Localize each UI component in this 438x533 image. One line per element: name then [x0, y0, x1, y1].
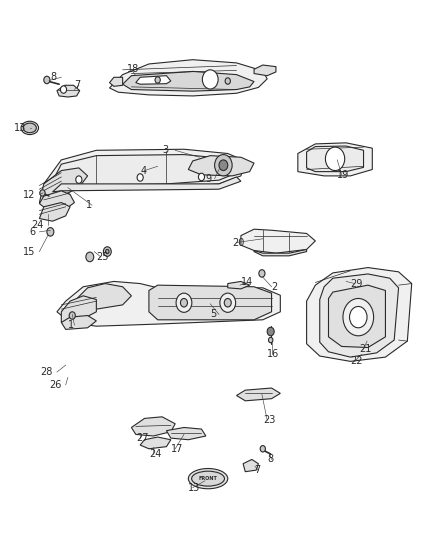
Polygon shape: [123, 71, 254, 91]
Text: 14: 14: [241, 278, 253, 287]
Polygon shape: [57, 281, 280, 326]
Text: 17: 17: [171, 444, 183, 454]
Polygon shape: [307, 268, 412, 361]
Text: 4: 4: [140, 166, 146, 175]
Circle shape: [198, 173, 205, 181]
Circle shape: [202, 70, 218, 89]
Circle shape: [103, 247, 111, 256]
Polygon shape: [320, 274, 399, 357]
Circle shape: [224, 298, 231, 307]
Text: 29: 29: [350, 279, 363, 288]
Text: 15: 15: [23, 247, 35, 256]
Circle shape: [225, 78, 230, 84]
Ellipse shape: [191, 471, 224, 486]
Circle shape: [69, 312, 75, 319]
Polygon shape: [237, 388, 280, 401]
Circle shape: [180, 298, 187, 307]
Ellipse shape: [188, 469, 228, 489]
Polygon shape: [61, 316, 96, 329]
Circle shape: [76, 176, 82, 183]
Polygon shape: [61, 296, 96, 322]
Text: 3: 3: [162, 146, 168, 155]
Text: 18: 18: [127, 64, 139, 74]
Polygon shape: [39, 168, 88, 204]
Text: 21: 21: [359, 344, 371, 354]
Polygon shape: [39, 191, 74, 211]
Text: 5: 5: [210, 310, 216, 319]
Text: 1: 1: [86, 200, 92, 210]
Circle shape: [220, 293, 236, 312]
Circle shape: [260, 446, 265, 452]
Circle shape: [325, 147, 345, 171]
Polygon shape: [110, 60, 267, 96]
Polygon shape: [254, 249, 307, 256]
Text: 22: 22: [350, 357, 363, 366]
Text: 1: 1: [68, 320, 74, 330]
Circle shape: [155, 77, 160, 83]
Polygon shape: [136, 76, 171, 84]
Circle shape: [60, 86, 67, 93]
Polygon shape: [44, 149, 245, 189]
Text: 23: 23: [263, 415, 275, 425]
Circle shape: [259, 270, 265, 277]
Polygon shape: [228, 281, 250, 289]
Text: 26: 26: [49, 380, 61, 390]
Polygon shape: [243, 459, 258, 472]
Polygon shape: [140, 437, 171, 449]
Circle shape: [44, 76, 50, 84]
Text: 24: 24: [149, 449, 161, 459]
Text: 8: 8: [51, 72, 57, 82]
Text: 25: 25: [96, 252, 109, 262]
Polygon shape: [188, 156, 254, 176]
Circle shape: [343, 298, 374, 336]
Text: 16: 16: [267, 350, 279, 359]
Circle shape: [219, 160, 228, 171]
Ellipse shape: [23, 123, 36, 133]
Text: 7: 7: [254, 465, 260, 475]
Polygon shape: [298, 143, 372, 176]
Polygon shape: [74, 284, 131, 309]
Text: 2: 2: [272, 282, 278, 292]
Text: 8: 8: [267, 455, 273, 464]
Polygon shape: [241, 229, 315, 253]
Text: 20: 20: [232, 238, 244, 247]
Polygon shape: [307, 146, 364, 172]
Polygon shape: [149, 285, 272, 320]
Circle shape: [176, 293, 192, 312]
Polygon shape: [110, 77, 123, 86]
Text: 6: 6: [29, 227, 35, 237]
Polygon shape: [131, 417, 175, 436]
Text: FRONT: FRONT: [198, 476, 218, 481]
Text: 13: 13: [188, 483, 201, 492]
Text: 13: 13: [14, 123, 26, 133]
Text: 19: 19: [337, 170, 350, 180]
Circle shape: [268, 337, 273, 343]
Text: 27: 27: [136, 433, 148, 443]
Text: 28: 28: [40, 367, 53, 377]
Text: 12: 12: [23, 190, 35, 199]
Circle shape: [215, 155, 232, 176]
Circle shape: [47, 228, 54, 236]
Text: 7: 7: [74, 80, 81, 90]
Circle shape: [106, 249, 109, 254]
Ellipse shape: [21, 122, 39, 135]
Polygon shape: [53, 155, 237, 185]
Polygon shape: [254, 65, 276, 76]
Polygon shape: [57, 85, 80, 97]
Polygon shape: [53, 177, 241, 192]
Circle shape: [40, 190, 45, 196]
Text: 9: 9: [206, 174, 212, 183]
Text: 24: 24: [32, 220, 44, 230]
Polygon shape: [39, 203, 70, 221]
Circle shape: [137, 174, 143, 181]
Polygon shape: [166, 427, 206, 440]
Polygon shape: [328, 285, 385, 348]
Circle shape: [267, 327, 274, 336]
Circle shape: [86, 252, 94, 262]
Circle shape: [350, 306, 367, 328]
